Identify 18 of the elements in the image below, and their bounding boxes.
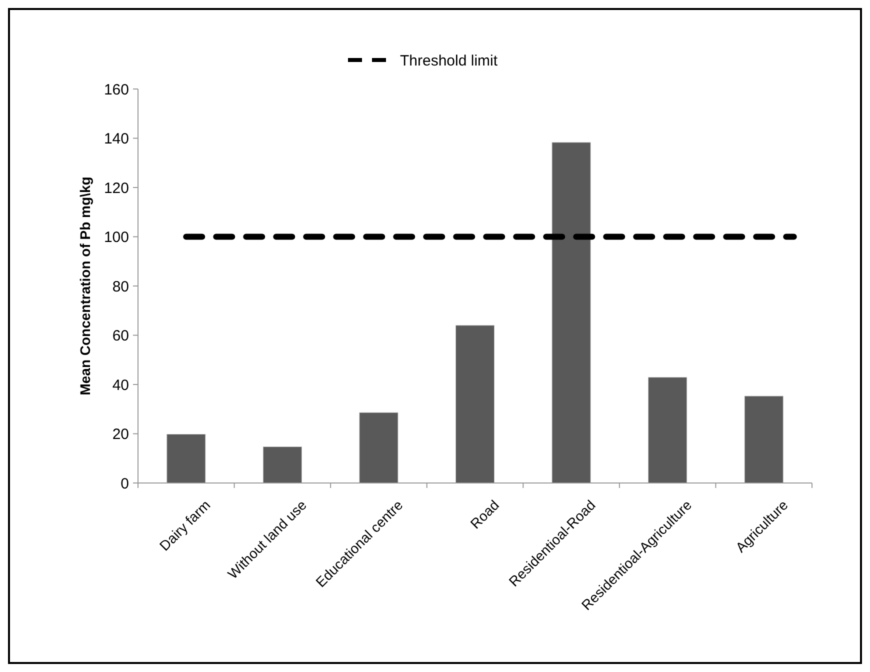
bar [455,325,495,484]
y-tick-label: 20 [112,426,129,443]
bar [262,446,302,484]
y-tick-label: 120 [104,180,129,197]
bar [648,377,688,484]
y-tick-label: 140 [104,130,129,148]
y-tick-label: 160 [104,81,129,98]
legend-label: Threshold limit [400,52,498,70]
y-tick-label: 0 [120,475,129,492]
bar [744,396,784,484]
bar [359,412,398,484]
y-tick-label: 60 [112,328,129,344]
y-tick-label: 40 [112,376,129,394]
y-tick-label: 100 [104,229,129,246]
y-tick-label: 80 [112,278,129,296]
bar [166,434,206,484]
y-axis-title: Mean Concentration of Pb mg\kg [77,176,93,396]
bar [552,142,591,484]
